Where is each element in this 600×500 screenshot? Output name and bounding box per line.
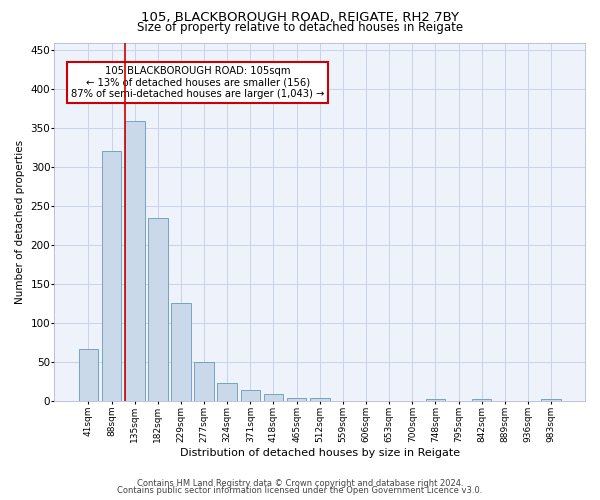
Bar (148, 218, 167, 402)
Bar (102, 151, 121, 402)
Bar (79, 349, 98, 402)
Bar (356, 400, 376, 402)
Bar (125, 120, 145, 402)
X-axis label: Distribution of detached houses by size in Reigate: Distribution of detached houses by size … (179, 448, 460, 458)
Bar (241, 390, 260, 402)
Text: Contains public sector information licensed under the Open Government Licence v3: Contains public sector information licen… (118, 486, 482, 495)
Text: 105, BLACKBOROUGH ROAD, REIGATE, RH2 7BY: 105, BLACKBOROUGH ROAD, REIGATE, RH2 7BY (141, 11, 459, 24)
Bar (287, 398, 307, 402)
Text: Size of property relative to detached houses in Reigate: Size of property relative to detached ho… (137, 22, 463, 35)
Bar (310, 398, 329, 402)
Y-axis label: Number of detached properties: Number of detached properties (15, 140, 25, 304)
Bar (425, 399, 445, 402)
Bar (263, 394, 283, 402)
Bar (472, 399, 491, 402)
Bar (333, 400, 353, 402)
Text: Contains HM Land Registry data © Crown copyright and database right 2024.: Contains HM Land Registry data © Crown c… (137, 478, 463, 488)
Bar (171, 303, 191, 402)
Bar (541, 399, 561, 402)
Bar (217, 382, 237, 402)
Bar (194, 362, 214, 402)
Text: 105 BLACKBOROUGH ROAD: 105sqm
← 13% of detached houses are smaller (156)
87% of : 105 BLACKBOROUGH ROAD: 105sqm ← 13% of d… (71, 66, 325, 99)
